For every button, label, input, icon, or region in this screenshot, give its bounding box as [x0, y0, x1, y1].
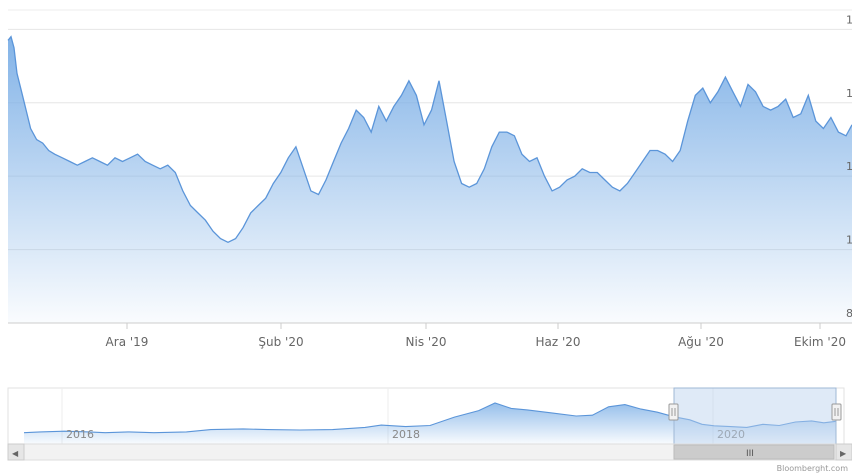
navigator-label-2018: 2018 — [392, 428, 420, 441]
scrollbar-left-arrow-icon: ◀ — [12, 449, 19, 458]
y-tick-label: 16 — [846, 13, 852, 26]
scrollbar-thumb-grip: III — [746, 449, 754, 459]
x-tick-label: Şub '20 — [258, 335, 303, 349]
x-tick-label: Ara '19 — [106, 335, 149, 349]
x-axis: Ara '19 Şub '20 Nis '20 Haz '20 Ağu '20 Ekim … — [106, 323, 846, 349]
navigator-label-2020: 2020 — [717, 428, 745, 441]
navigator-series-line — [23, 402, 837, 434]
navigator-handle-left[interactable] — [668, 403, 679, 421]
scrollbar[interactable]: ◀ III ▶ — [7, 443, 852, 461]
y-axis: 8 10 12 14 16 — [846, 13, 852, 320]
series-line — [7, 35, 852, 244]
x-tick-label: Haz '20 — [535, 335, 580, 349]
y-tick-label: 12 — [846, 160, 852, 173]
navigator-selected-range[interactable] — [673, 387, 837, 445]
navigator-label-2016: 2016 — [66, 428, 94, 441]
y-tick-label: 14 — [846, 87, 852, 100]
x-tick-label: Ağu '20 — [678, 335, 724, 349]
scrollbar-left-button[interactable] — [7, 443, 25, 461]
scrollbar-right-button[interactable] — [835, 443, 852, 461]
x-tick-label: Nis '20 — [406, 335, 447, 349]
x-tick-label: Ekim '20 — [794, 335, 846, 349]
series-area — [8, 36, 852, 323]
plot-area — [7, 9, 852, 324]
y-tick-label: 8 — [846, 307, 852, 320]
scrollbar-right-arrow-icon: ▶ — [840, 449, 847, 458]
scrollbar-thumb[interactable] — [673, 444, 835, 460]
navigator[interactable]: 2016 2018 2020 — [7, 387, 845, 445]
y-tick-label: 10 — [846, 234, 852, 247]
navigator-handle-right[interactable] — [831, 403, 842, 421]
credit-label[interactable]: Bloomberght.com — [777, 464, 849, 473]
navigator-series-area — [24, 403, 836, 444]
